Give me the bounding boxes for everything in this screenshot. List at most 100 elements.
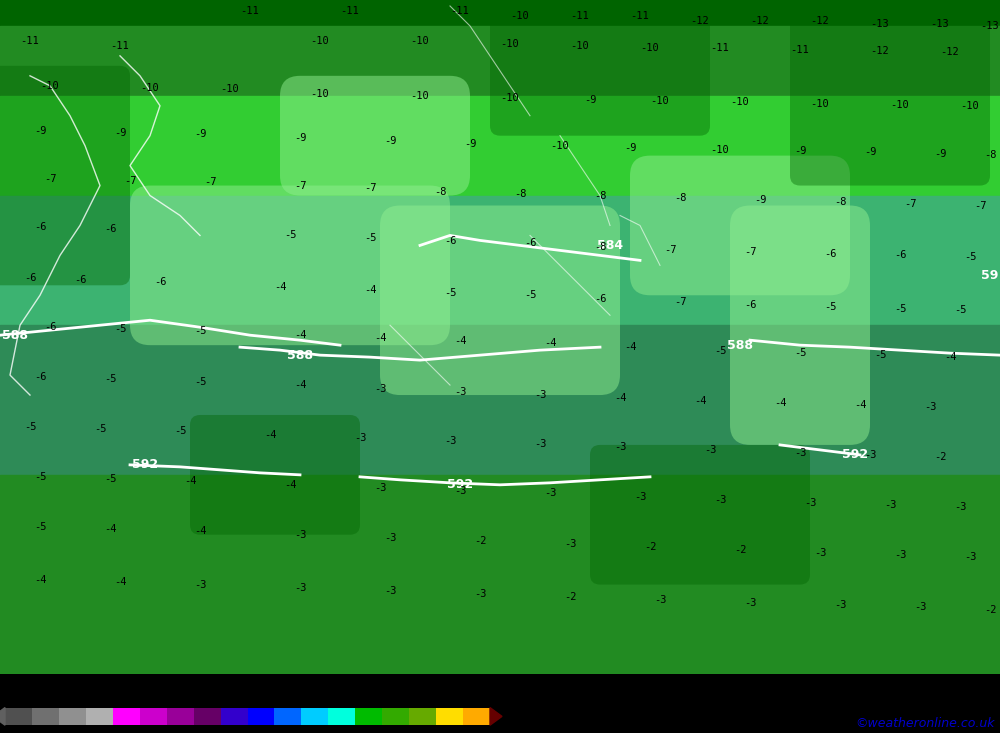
Text: -9: -9 <box>194 129 206 139</box>
Text: -7: -7 <box>674 298 686 307</box>
Text: -10: -10 <box>411 36 429 46</box>
Text: -10: -10 <box>891 100 909 110</box>
Text: -4: -4 <box>774 398 786 408</box>
Text: -4: -4 <box>184 476 196 486</box>
Text: -9: -9 <box>34 125 46 136</box>
Text: -6: -6 <box>744 301 756 310</box>
Bar <box>194 707 221 725</box>
Text: -10: -10 <box>641 43 659 53</box>
Text: -10: -10 <box>651 96 669 106</box>
Text: -30: -30 <box>103 727 122 733</box>
Text: -11: -11 <box>341 6 359 16</box>
Text: -3: -3 <box>444 436 456 446</box>
Text: -2: -2 <box>984 605 996 614</box>
Text: -9: -9 <box>754 194 766 205</box>
Text: -2: -2 <box>734 545 746 555</box>
Text: -5: -5 <box>114 324 126 334</box>
Text: -6: -6 <box>594 294 606 304</box>
Text: -11: -11 <box>111 41 129 51</box>
Text: -5: -5 <box>714 346 726 356</box>
Text: -4: -4 <box>364 285 376 295</box>
Text: -7: -7 <box>974 201 986 210</box>
Text: -6: -6 <box>524 238 536 248</box>
Text: -6: -6 <box>34 222 46 232</box>
Text: -8: -8 <box>594 243 606 252</box>
Text: -10: -10 <box>571 41 589 51</box>
Text: -6: -6 <box>824 249 836 259</box>
Text: -3: -3 <box>564 539 576 549</box>
Text: -54: -54 <box>0 727 14 733</box>
Text: -5: -5 <box>874 350 886 360</box>
Text: -13: -13 <box>931 19 949 29</box>
Text: -4: -4 <box>114 577 126 586</box>
Text: -5: -5 <box>174 426 186 436</box>
Text: -10: -10 <box>511 11 529 21</box>
Text: -10: -10 <box>311 89 329 99</box>
Text: 592: 592 <box>842 449 868 461</box>
Text: -5: -5 <box>284 230 296 240</box>
Text: -12: -12 <box>811 16 829 26</box>
FancyBboxPatch shape <box>490 16 710 136</box>
Text: -4: -4 <box>624 342 636 352</box>
Text: -10: -10 <box>501 93 519 103</box>
Text: -3: -3 <box>894 550 906 560</box>
Text: -3: -3 <box>914 602 926 611</box>
Text: -8: -8 <box>674 193 686 202</box>
Text: -5: -5 <box>94 424 106 434</box>
Text: -2: -2 <box>564 592 576 602</box>
Bar <box>382 707 409 725</box>
Text: 54: 54 <box>484 727 496 733</box>
Text: -3: -3 <box>474 589 486 599</box>
Text: 12: 12 <box>295 727 308 733</box>
Text: 24: 24 <box>349 727 362 733</box>
Text: -7: -7 <box>44 174 56 183</box>
Text: -9: -9 <box>114 128 126 138</box>
Text: 36: 36 <box>403 727 415 733</box>
Text: -4: -4 <box>854 400 866 410</box>
Text: -3: -3 <box>704 445 716 455</box>
Text: -3: -3 <box>374 384 386 394</box>
Text: -9: -9 <box>934 149 946 158</box>
Text: -36: -36 <box>76 727 95 733</box>
FancyBboxPatch shape <box>730 205 870 445</box>
Text: -2: -2 <box>934 452 946 462</box>
Text: -3: -3 <box>864 450 876 460</box>
Text: -3: -3 <box>544 487 556 498</box>
Text: -6: -6 <box>34 372 46 382</box>
Text: -8: -8 <box>984 150 996 160</box>
FancyBboxPatch shape <box>130 185 450 345</box>
Text: -5: -5 <box>954 305 966 315</box>
Bar <box>140 707 167 725</box>
Text: -18: -18 <box>157 727 176 733</box>
Bar <box>274 707 301 725</box>
Text: -5: -5 <box>34 522 46 531</box>
Text: -5: -5 <box>104 374 116 384</box>
Bar <box>463 707 490 725</box>
Text: -5: -5 <box>964 252 976 262</box>
Text: -9: -9 <box>384 136 396 146</box>
Bar <box>436 707 463 725</box>
Bar <box>167 707 194 725</box>
Text: -4: -4 <box>274 282 286 292</box>
Text: -42: -42 <box>50 727 68 733</box>
Text: -5: -5 <box>194 326 206 336</box>
Text: -5: -5 <box>824 302 836 312</box>
Text: -11: -11 <box>631 11 649 21</box>
Text: -11: -11 <box>571 11 589 21</box>
Text: -7: -7 <box>364 183 376 193</box>
Text: -4: -4 <box>104 523 116 534</box>
Text: -6: -6 <box>24 273 36 284</box>
Text: -48: -48 <box>23 727 41 733</box>
Text: ©weatheronline.co.uk: ©weatheronline.co.uk <box>856 717 995 730</box>
Text: -2: -2 <box>474 536 486 545</box>
Text: 59: 59 <box>981 269 999 281</box>
Text: -3: -3 <box>794 448 806 458</box>
Text: -4: -4 <box>294 380 306 390</box>
Text: 6: 6 <box>271 727 278 733</box>
Text: -8: -8 <box>434 186 446 196</box>
FancyBboxPatch shape <box>0 66 130 285</box>
Bar <box>113 707 140 725</box>
FancyBboxPatch shape <box>790 16 990 185</box>
Text: -5: -5 <box>104 474 116 484</box>
Text: -24: -24 <box>130 727 149 733</box>
